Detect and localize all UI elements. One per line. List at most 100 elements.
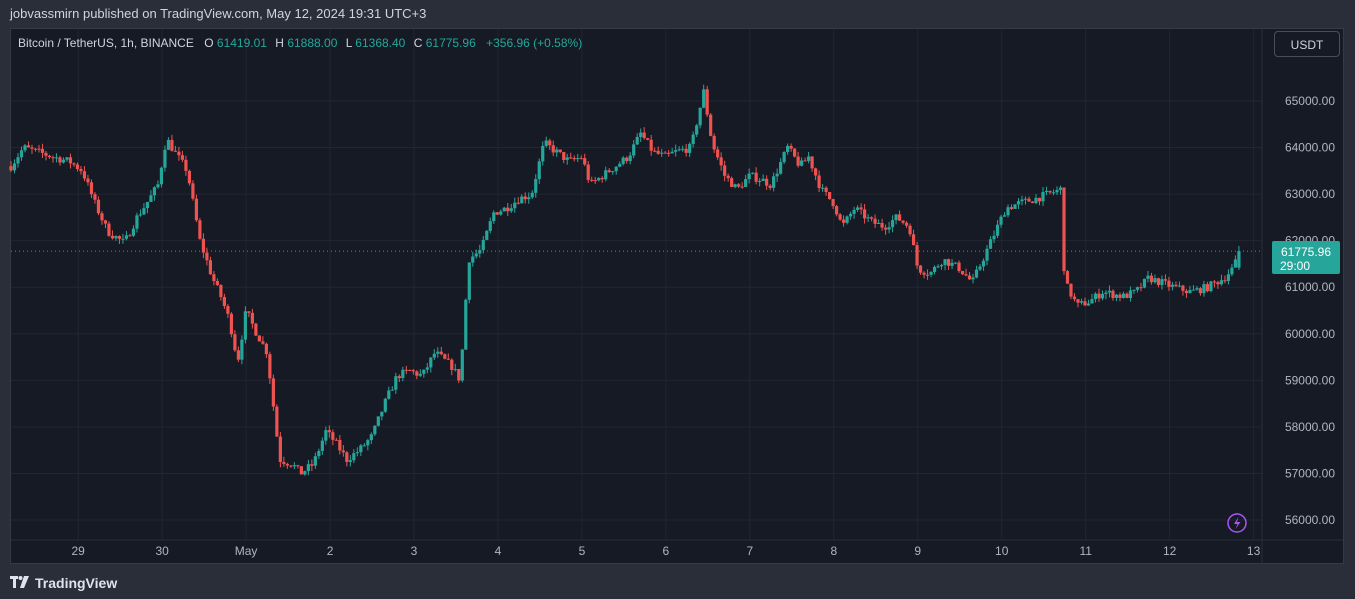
- candle-body: [415, 371, 419, 376]
- candle-body: [537, 161, 541, 180]
- candle-body: [845, 216, 849, 223]
- candle-body: [352, 453, 356, 461]
- legend-h-label: H: [275, 36, 284, 50]
- candle: [268, 351, 272, 384]
- candle: [156, 180, 160, 189]
- candle: [415, 370, 419, 380]
- candle: [579, 155, 583, 160]
- candle: [383, 397, 387, 413]
- candle-body: [887, 227, 891, 230]
- candle-body: [702, 89, 706, 108]
- candle-body: [660, 152, 664, 154]
- candle: [562, 151, 566, 164]
- currency-button[interactable]: USDT: [1274, 31, 1340, 57]
- candle: [1177, 281, 1182, 288]
- chart-frame[interactable]: [10, 28, 1344, 564]
- candle-body: [530, 192, 534, 198]
- candle-body: [642, 132, 646, 139]
- candle-body: [793, 148, 797, 157]
- candle-body: [814, 168, 818, 176]
- footer-brand[interactable]: TradingView: [35, 574, 118, 591]
- candle-body: [838, 214, 842, 220]
- candle: [985, 244, 989, 266]
- candle: [611, 170, 615, 175]
- x-tick-label: 9: [914, 544, 921, 558]
- candle: [453, 363, 457, 372]
- candle: [520, 194, 524, 204]
- price-tag-box: [1272, 241, 1340, 274]
- candle: [1100, 290, 1105, 301]
- candle: [614, 166, 618, 175]
- candle: [1128, 286, 1133, 302]
- candle: [1142, 278, 1147, 289]
- candle-body: [296, 465, 300, 467]
- candle: [1167, 276, 1171, 292]
- candle-body: [1188, 289, 1192, 294]
- candle: [908, 223, 912, 237]
- candle-body: [789, 145, 793, 149]
- candle-body: [380, 411, 384, 417]
- candle-body: [1167, 280, 1171, 287]
- candle: [1041, 187, 1045, 206]
- candle: [432, 349, 436, 360]
- candle: [1111, 289, 1115, 301]
- candle-body: [345, 452, 349, 462]
- candle: [901, 220, 905, 225]
- candle-body: [604, 170, 608, 180]
- candle: [89, 179, 94, 199]
- candle-body: [807, 156, 811, 161]
- candle-body: [1079, 301, 1084, 303]
- candle-body: [411, 370, 415, 372]
- candle-body: [324, 430, 328, 441]
- candle-body: [1069, 283, 1073, 297]
- candle: [943, 258, 947, 271]
- candle: [215, 278, 220, 287]
- candle: [1020, 195, 1024, 206]
- candle-body: [107, 223, 111, 236]
- candle-body: [765, 178, 769, 186]
- candle: [702, 84, 706, 109]
- candle: [54, 153, 59, 163]
- candle-body: [180, 155, 185, 160]
- candle-body: [327, 430, 331, 433]
- candle-body: [159, 167, 164, 185]
- candle: [992, 230, 996, 243]
- candle-body: [555, 149, 559, 153]
- candle-body: [674, 150, 678, 152]
- candle-body: [26, 145, 31, 148]
- candle: [320, 437, 324, 455]
- candle: [814, 167, 818, 181]
- alert-button[interactable]: [1227, 513, 1247, 533]
- x-tick-label: 10: [995, 544, 1009, 558]
- tradingview-logo-icon[interactable]: [10, 575, 30, 591]
- candle: [138, 209, 143, 217]
- candle: [1034, 194, 1038, 205]
- candle: [124, 231, 129, 241]
- candle: [800, 157, 804, 167]
- candle: [296, 464, 300, 469]
- candle-body: [586, 164, 590, 180]
- candle: [1121, 291, 1126, 299]
- candle-body: [1027, 198, 1031, 202]
- candle-body: [1072, 296, 1077, 300]
- candle-body: [173, 150, 178, 152]
- candle: [1198, 286, 1203, 296]
- candle-body: [443, 354, 447, 359]
- candle-body: [1128, 290, 1133, 298]
- candle-body: [292, 465, 296, 467]
- candle: [922, 271, 926, 279]
- candle: [936, 264, 940, 269]
- candle: [474, 249, 478, 259]
- candle: [509, 203, 513, 213]
- candle-body: [1023, 198, 1028, 200]
- candle-body: [177, 151, 181, 156]
- candle: [177, 146, 181, 161]
- candle-body: [691, 134, 695, 144]
- candle: [247, 311, 251, 318]
- candle-body: [37, 148, 41, 150]
- candle: [327, 425, 331, 438]
- candle-body: [1104, 292, 1108, 294]
- candle: [1191, 285, 1196, 291]
- candle: [9, 161, 13, 172]
